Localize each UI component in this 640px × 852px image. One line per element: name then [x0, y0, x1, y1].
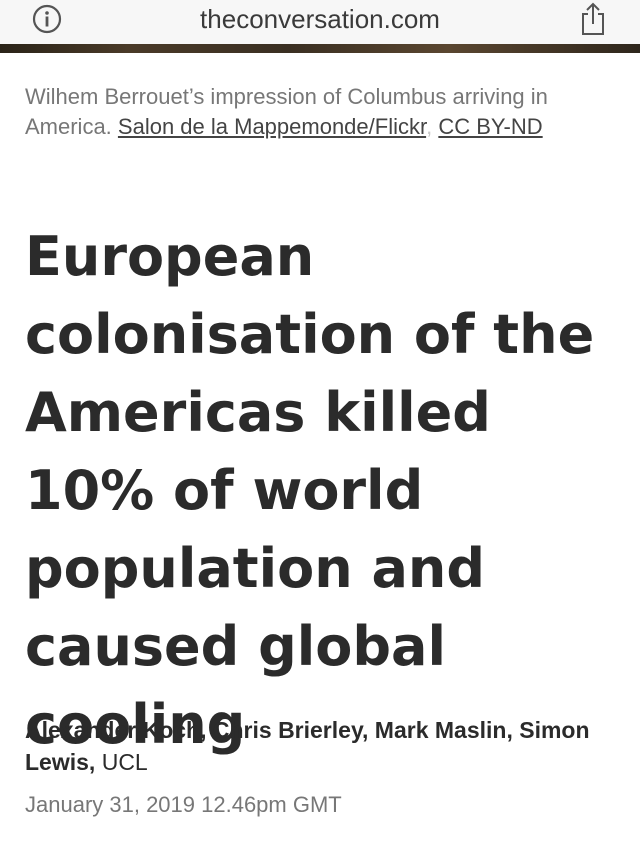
caption-text: Wilhem Berrouet’s impression of Columbus… [25, 84, 548, 139]
article-byline: Alexander Koch, Chris Brierley, Mark Mas… [25, 714, 625, 778]
license-link[interactable]: CC BY-ND [438, 114, 543, 139]
publish-date: January 31, 2019 12.46pm GMT [25, 792, 342, 817]
url-text[interactable]: theconversation.com [200, 4, 440, 34]
image-caption: Wilhem Berrouet’s impression of Columbus… [25, 82, 625, 142]
article-headline: European colonisation of the Americas ki… [25, 225, 595, 756]
share-icon[interactable] [578, 2, 608, 36]
browser-address-bar: theconversation.com [0, 0, 640, 44]
hero-image-edge [0, 44, 640, 53]
caption-separator: , [426, 114, 433, 139]
author-names[interactable]: Alexander Koch, Chris Brierley, Mark Mas… [25, 717, 590, 775]
info-icon[interactable] [32, 4, 62, 34]
author-affiliation: UCL [101, 749, 148, 775]
credit-link[interactable]: Salon de la Mappemonde/Flickr [117, 114, 427, 139]
